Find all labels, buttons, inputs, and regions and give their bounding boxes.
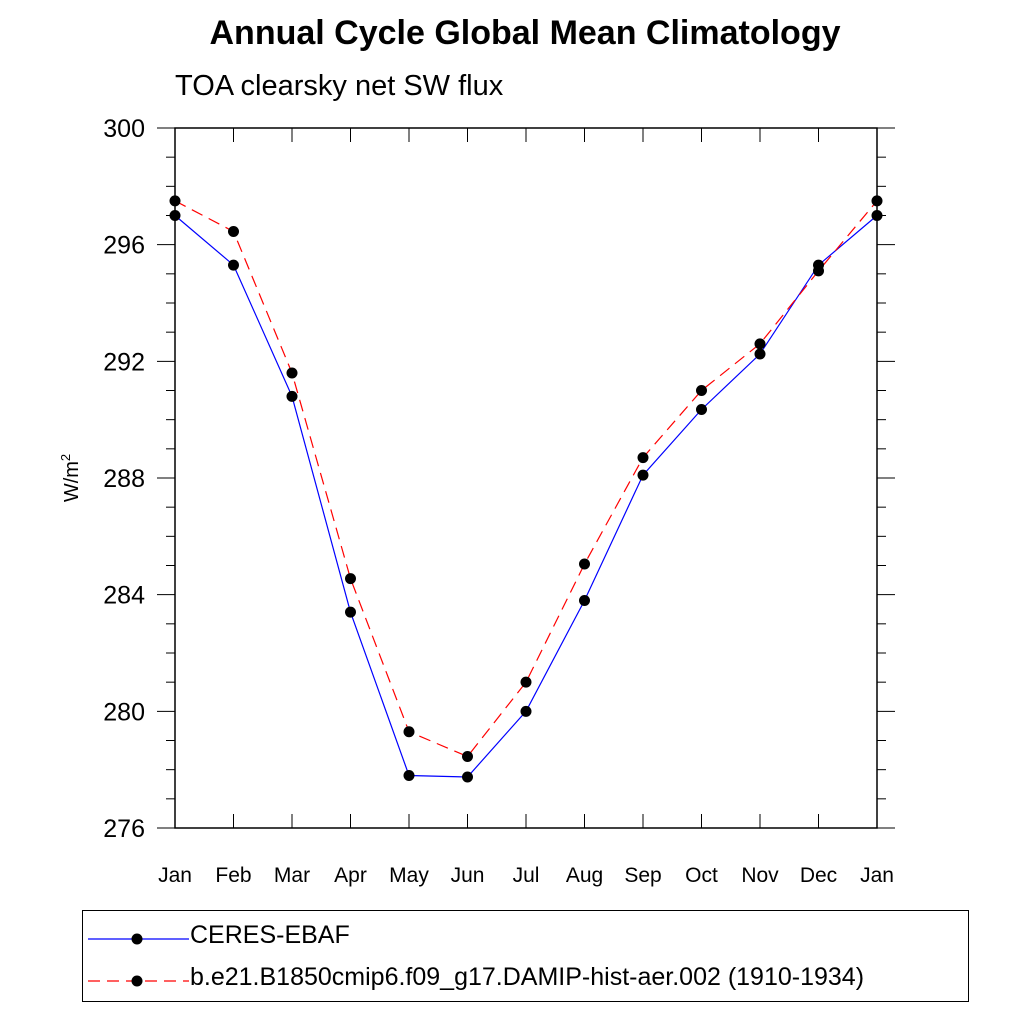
plot-frame — [174, 127, 878, 829]
series-0-point — [696, 403, 707, 415]
x-tick-label: Oct — [685, 864, 718, 887]
series-points — [169, 195, 883, 783]
x-tick-label: Jul — [513, 864, 540, 887]
legend-swatch-model — [88, 975, 189, 987]
x-tick-label: Feb — [215, 864, 251, 887]
series-1-point — [228, 226, 239, 238]
x-tick-label: Dec — [800, 864, 837, 887]
series-1-point — [286, 367, 298, 379]
y-tick-label: 300 — [103, 115, 145, 143]
series-1-point — [345, 573, 356, 585]
series-0-point — [637, 469, 649, 481]
legend-item-ceres: CERES-EBAF — [83, 917, 968, 957]
series-lines — [174, 200, 878, 778]
y-tick-label: 280 — [103, 698, 145, 726]
legend-swatch-ceres — [88, 933, 189, 945]
series-0-point — [403, 770, 415, 781]
series-line-0 — [174, 215, 878, 778]
series-1-point — [462, 751, 473, 763]
y-tick-label: 276 — [103, 815, 145, 843]
x-tick-label: Nov — [741, 864, 779, 887]
y-tick-labels: 276 280 284 288 292 296 300 — [103, 115, 145, 843]
y-tick-label: 284 — [103, 582, 145, 610]
series-1-point — [403, 726, 415, 738]
legend-item-model: b.e21.B1850cmip6.f09_g17.DAMIP-hist-aer.… — [83, 959, 968, 999]
x-tick-label: Apr — [334, 864, 367, 887]
series-0-point — [286, 390, 298, 402]
series-0-point — [462, 771, 473, 783]
series-1-point — [637, 452, 649, 464]
series-1-point — [813, 265, 824, 277]
axis-ticks — [157, 127, 895, 829]
series-1-point — [579, 558, 590, 570]
series-0-point — [345, 606, 356, 618]
series-0-point — [579, 595, 590, 606]
y-tick-label: 292 — [103, 348, 145, 376]
x-tick-label: Jun — [451, 864, 485, 887]
x-tick-label: Jan — [860, 864, 894, 887]
x-tick-label: Sep — [624, 864, 661, 887]
x-tick-label: Mar — [274, 864, 310, 887]
series-0-point — [228, 259, 239, 271]
series-1-point — [520, 676, 532, 688]
series-1-point — [754, 338, 766, 350]
y-tick-label: 296 — [103, 232, 145, 260]
x-tick-label: Jan — [158, 864, 192, 887]
series-0-point — [520, 705, 532, 717]
series-0-point — [754, 348, 766, 360]
line-chart: 276 280 284 288 292 296 300 Jan Feb Mar Apr May Jun… — [58, 115, 895, 887]
y-axis-label: W/m2 — [58, 454, 83, 502]
series-line-1 — [174, 200, 878, 758]
y-tick-label: 288 — [103, 465, 145, 493]
x-tick-labels: Jan Feb Mar Apr May Jun Jul Aug Sep Oct Nov Dec Jan — [158, 864, 894, 887]
legend-label-ceres: CERES-EBAF — [190, 921, 350, 949]
series-1-point — [696, 385, 707, 396]
x-tick-label: May — [389, 864, 429, 887]
x-tick-label: Aug — [566, 864, 603, 887]
chart-subtitle: TOA clearsky net SW flux — [175, 70, 504, 102]
legend: CERES-EBAF b.e21.B1850cmip6.f09_g17.DAMI… — [82, 910, 969, 1002]
chart-title: Annual Cycle Global Mean Climatology — [209, 14, 841, 52]
legend-label-model: b.e21.B1850cmip6.f09_g17.DAMIP-hist-aer.… — [190, 963, 865, 991]
